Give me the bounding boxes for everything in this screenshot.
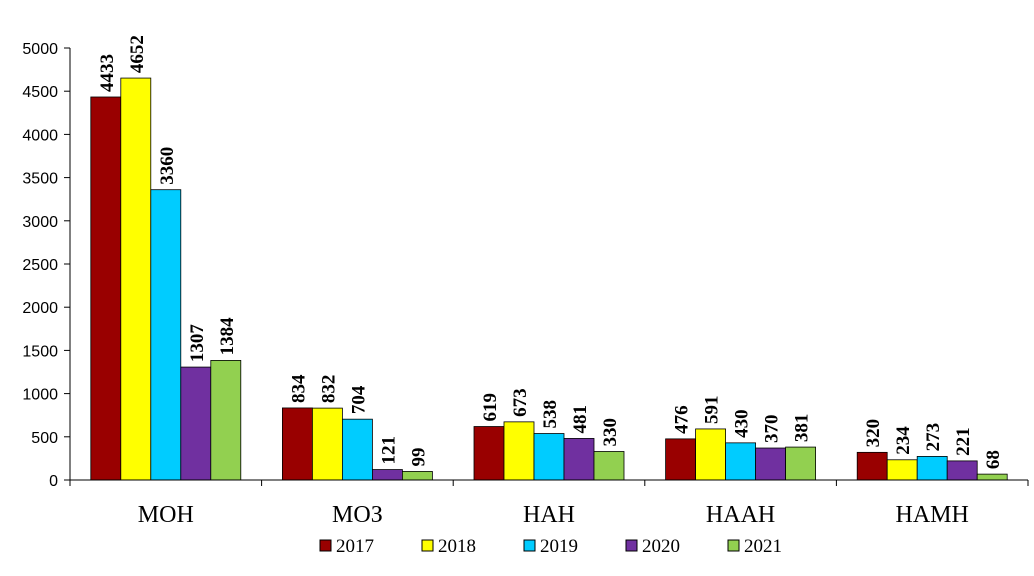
data-label: 381 (792, 414, 813, 443)
bar-2020 (371, 469, 403, 481)
bar-2019 (150, 189, 182, 481)
bar-2020 (946, 460, 978, 481)
bar-2018 (311, 407, 343, 481)
data-label: 481 (570, 405, 591, 434)
bar-2019 (533, 433, 565, 481)
data-label: 221 (953, 427, 974, 456)
x-category-label: МОЗ (332, 502, 383, 528)
y-tick-label: 4500 (22, 84, 58, 101)
legend-swatch-2018 (421, 539, 434, 552)
data-label: 273 (923, 423, 944, 452)
data-label: 370 (762, 415, 783, 444)
bar-2021 (210, 360, 242, 481)
bar-2021 (976, 473, 1008, 481)
data-label: 430 (732, 409, 753, 438)
bar-2018 (503, 421, 535, 481)
data-label: 3360 (157, 147, 178, 185)
y-tick-label: 2000 (22, 300, 58, 317)
data-label: 99 (408, 447, 429, 466)
bar-2017 (281, 407, 313, 481)
bar-2017 (473, 426, 505, 481)
y-tick-label: 2500 (22, 257, 58, 274)
bar-2018 (886, 459, 918, 481)
y-tick-label: 0 (49, 473, 58, 490)
data-label: 591 (702, 395, 723, 424)
data-label: 121 (378, 436, 399, 465)
data-label: 1307 (187, 324, 208, 363)
x-category-label: НАН (523, 502, 575, 528)
bar-2017 (90, 96, 122, 481)
bar-2020 (180, 366, 212, 481)
legend-swatch-2017 (319, 539, 332, 552)
bar-2018 (120, 77, 152, 481)
legend-swatch-2021 (727, 539, 740, 552)
bar-2019 (341, 418, 373, 481)
y-axis: 0 500 1000 1500 2000 2500 3000 3500 4000 4500 5000 (22, 41, 71, 490)
data-label: 834 (288, 374, 309, 403)
legend-label: 2020 (642, 536, 680, 557)
bar-2021 (401, 471, 433, 481)
x-category-label: НААН (706, 502, 775, 528)
data-label: 538 (540, 400, 561, 429)
y-tick-label: 4000 (22, 127, 58, 144)
bar-2019 (916, 456, 948, 481)
legend-label: 2019 (540, 536, 578, 557)
data-label: 619 (480, 393, 501, 422)
y-tick-label: 1000 (22, 387, 58, 404)
bar-2017 (856, 451, 888, 481)
data-labels: 4433 4652 3360 1307 1384 834 832 704 121 99 619 673… (97, 35, 1004, 469)
data-label: 476 (672, 405, 693, 434)
legend-swatch-2020 (625, 539, 638, 552)
data-label: 832 (318, 375, 339, 404)
x-axis: МОН МОЗ НАН НААН НАМН (69, 479, 1029, 528)
data-label: 320 (863, 419, 884, 448)
x-category-label: НАМН (896, 502, 969, 528)
data-label: 1384 (217, 317, 238, 355)
data-label: 673 (510, 388, 531, 417)
bars (90, 77, 1008, 481)
x-category-label: МОН (138, 502, 194, 528)
bar-2020 (755, 447, 786, 481)
legend-label: 2017 (336, 536, 374, 557)
bar-2021 (785, 446, 816, 481)
bar-2021 (593, 451, 625, 481)
data-label: 234 (893, 426, 914, 455)
data-label: 704 (348, 385, 369, 414)
data-label: 4433 (97, 54, 118, 92)
legend-swatch-2019 (523, 539, 536, 552)
data-label: 68 (983, 450, 1004, 469)
y-tick-label: 500 (31, 430, 58, 447)
data-label: 4652 (127, 35, 148, 73)
legend: 2017 2018 2019 2020 2021 (319, 536, 782, 557)
data-label: 330 (600, 418, 621, 447)
bar-2017 (665, 438, 696, 481)
y-tick-label: 3000 (22, 214, 58, 231)
y-tick-label: 3500 (22, 171, 58, 188)
legend-label: 2021 (744, 536, 782, 557)
bar-2018 (695, 428, 726, 481)
bar-2019 (725, 442, 756, 481)
bar-2020 (563, 438, 595, 481)
y-tick-label: 1500 (22, 343, 58, 360)
legend-label: 2018 (438, 536, 476, 557)
y-tick-label: 5000 (22, 41, 58, 58)
